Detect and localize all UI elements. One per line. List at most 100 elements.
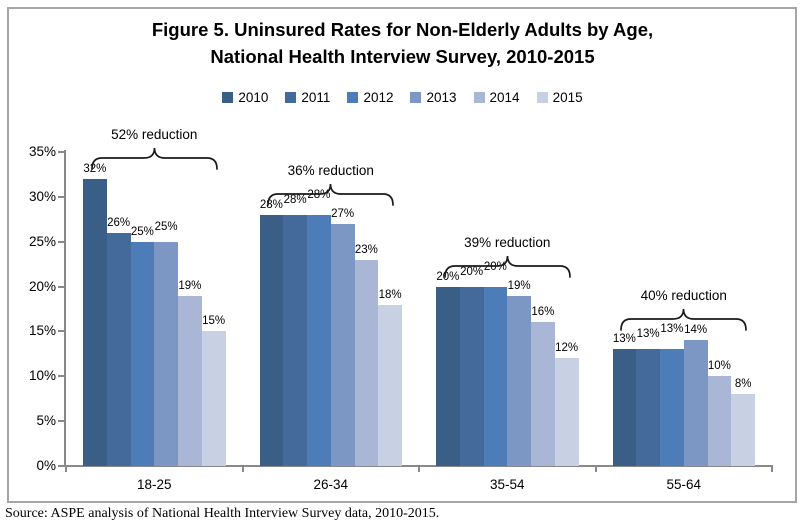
bar-value-label: 25% (154, 220, 178, 233)
bar-value-label: 18% (378, 288, 402, 301)
chart-title: Figure 5. Uninsured Rates for Non-Elderl… (0, 16, 805, 70)
y-axis-label: 30% (28, 188, 56, 204)
curly-brace-icon (620, 309, 748, 332)
bar-2014-18-25 (178, 295, 202, 466)
bar-value-label: 15% (202, 315, 226, 328)
curly-brace-icon (90, 147, 218, 170)
reduction-annotation-18-25: 52% reduction (75, 126, 234, 170)
bar-2010-35-54 (436, 286, 460, 466)
x-axis-label: 35-54 (489, 477, 525, 492)
legend-swatch-icon (285, 92, 297, 103)
legend-item-2012: 2012 (347, 90, 393, 105)
legend-item-2010: 2010 (222, 90, 268, 105)
bar-2011-26-34 (283, 214, 307, 466)
bar-2014-55-64 (707, 376, 732, 466)
bar-value-label: 19% (178, 279, 202, 292)
reduction-annotation-55-64: 40% reduction (605, 287, 764, 332)
x-axis-label: 26-34 (313, 477, 349, 492)
bar-value-label: 14% (684, 324, 708, 337)
legend-label: 2015 (552, 90, 583, 105)
bar-value-label: 10% (707, 360, 731, 373)
x-axis-tick (241, 465, 244, 472)
bar-value-label: 20% (460, 265, 484, 278)
bar-2012-55-64 (660, 349, 684, 466)
bar-value-label: 13% (660, 323, 684, 336)
legend-swatch-icon (410, 92, 422, 103)
y-axis-tick (58, 240, 64, 243)
bar-value-label: 27% (331, 207, 355, 220)
y-axis-label: 15% (28, 323, 56, 339)
reduction-label: 52% reduction (111, 126, 198, 142)
bar-value-label: 28% (283, 193, 307, 206)
bar-2014-35-54 (531, 322, 555, 466)
y-axis-tick (58, 465, 64, 467)
y-axis-tick (58, 195, 64, 198)
y-axis-label: 35% (28, 144, 56, 159)
bar-2011-35-54 (459, 286, 484, 466)
legend-swatch-icon (473, 92, 485, 103)
legend-swatch-icon (222, 92, 234, 103)
bar-value-label: 23% (354, 243, 378, 256)
curly-brace-icon (443, 255, 571, 278)
bar-2010-26-34 (259, 214, 284, 466)
legend-item-2015: 2015 (536, 90, 583, 105)
bar-value-label: 26% (107, 216, 131, 229)
bar-2011-55-64 (636, 349, 660, 466)
y-axis-label: 10% (28, 368, 56, 384)
legend-label: 2013 (426, 90, 457, 105)
bar-2013-55-64 (683, 340, 708, 466)
y-axis-label: 5% (36, 413, 56, 429)
bar-value-label: 20% (483, 260, 507, 273)
bar-2015-26-34 (378, 304, 402, 466)
legend-label: 2014 (489, 90, 520, 105)
bar-value-label: 8% (734, 378, 752, 391)
bar-2012-26-34 (307, 214, 331, 466)
x-axis-label: 55-64 (666, 477, 702, 492)
chart-title-line1: Figure 5. Uninsured Rates for Non-Elderl… (151, 19, 654, 40)
bar-2013-35-54 (507, 295, 531, 466)
chart-title-line2: National Health Interview Survey, 2010-2… (210, 46, 595, 67)
bar-2010-18-25 (83, 178, 107, 466)
y-axis-tick (58, 285, 64, 288)
y-axis-label: 0% (36, 458, 56, 473)
x-axis-tick (771, 465, 773, 472)
bar-value-label: 13% (636, 328, 660, 341)
bar-2013-18-25 (154, 241, 178, 466)
reduction-label: 36% reduction (287, 162, 374, 178)
bar-2014-26-34 (354, 259, 379, 466)
bar-value-label: 19% (507, 279, 531, 292)
bar-value-label: 25% (130, 225, 154, 238)
legend-label: 2011 (301, 90, 331, 105)
legend-label: 2010 (238, 90, 269, 105)
legend-swatch-icon (536, 92, 548, 103)
bar-2010-55-64 (612, 349, 637, 466)
bar-2015-55-64 (731, 394, 755, 466)
legend-item-2013: 2013 (410, 90, 457, 105)
x-axis-tick (418, 465, 420, 472)
curly-brace-icon (267, 183, 395, 206)
bar-value-label: 28% (259, 198, 283, 211)
x-axis-label: 18-25 (136, 477, 172, 492)
bar-2013-26-34 (330, 223, 355, 466)
legend-swatch-icon (347, 92, 359, 103)
bar-2012-35-54 (483, 286, 508, 466)
reduction-label: 39% reduction (464, 234, 551, 250)
y-axis-tick (58, 375, 64, 378)
bar-2012-18-25 (130, 241, 155, 466)
y-axis-tick (58, 330, 64, 333)
chart-legend: 2010 2011 2012 2013 2014 2015 (0, 90, 805, 105)
bar-value-label: 20% (436, 270, 460, 283)
bar-value-label: 32% (83, 162, 107, 175)
bar-value-label: 12% (555, 342, 579, 355)
y-axis-label: 20% (28, 278, 56, 294)
bar-value-label: 28% (307, 188, 331, 201)
legend-item-2011: 2011 (285, 90, 330, 105)
bar-2011-18-25 (106, 232, 131, 466)
y-axis-label: 25% (28, 233, 56, 249)
reduction-annotation-26-34: 36% reduction (252, 162, 411, 206)
y-axis-line (64, 150, 66, 466)
bar-value-label: 16% (531, 306, 555, 319)
bar-value-label: 13% (612, 333, 636, 346)
y-axis-tick (58, 151, 64, 153)
